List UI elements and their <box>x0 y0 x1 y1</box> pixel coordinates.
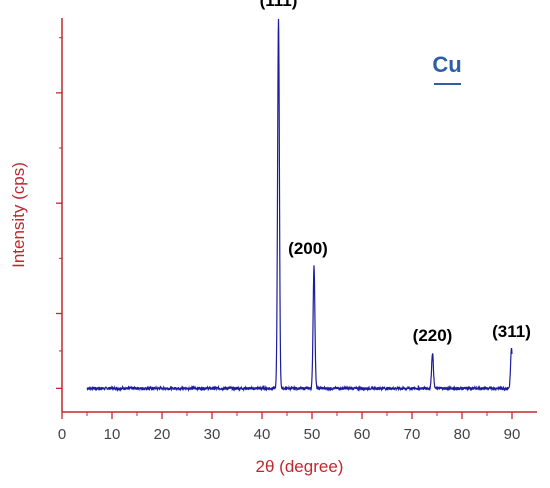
x-tick-label: 50 <box>304 426 321 443</box>
x-tick-label: 20 <box>154 426 171 443</box>
x-tick-label: 30 <box>204 426 221 443</box>
peak-label: (200) <box>288 239 328 258</box>
x-tick-label: 70 <box>404 426 421 443</box>
axes <box>61 18 537 413</box>
x-tick-label: 40 <box>254 426 271 443</box>
x-tick-label: 10 <box>104 426 121 443</box>
y-axis-ticks <box>56 37 62 390</box>
series-line <box>86 18 513 393</box>
x-tick-label: 60 <box>354 426 371 443</box>
peak-label: (220) <box>413 326 453 345</box>
x-axis-title: 2θ (degree) <box>256 457 344 476</box>
x-tick-label: 0 <box>58 426 66 443</box>
x-axis-ticks: 0 10 20 30 40 50 60 70 80 90 <box>58 412 521 443</box>
x-tick-label: 80 <box>454 426 471 443</box>
peak-label: (111) <box>260 0 298 10</box>
peak-labels: (111) (200) (220) (311) <box>260 0 531 345</box>
legend-label: Cu <box>432 52 461 77</box>
x-tick-label: 90 <box>504 426 521 443</box>
peak-label: (311) <box>492 322 531 341</box>
y-axis-title: Intensity (cps) <box>9 162 28 268</box>
